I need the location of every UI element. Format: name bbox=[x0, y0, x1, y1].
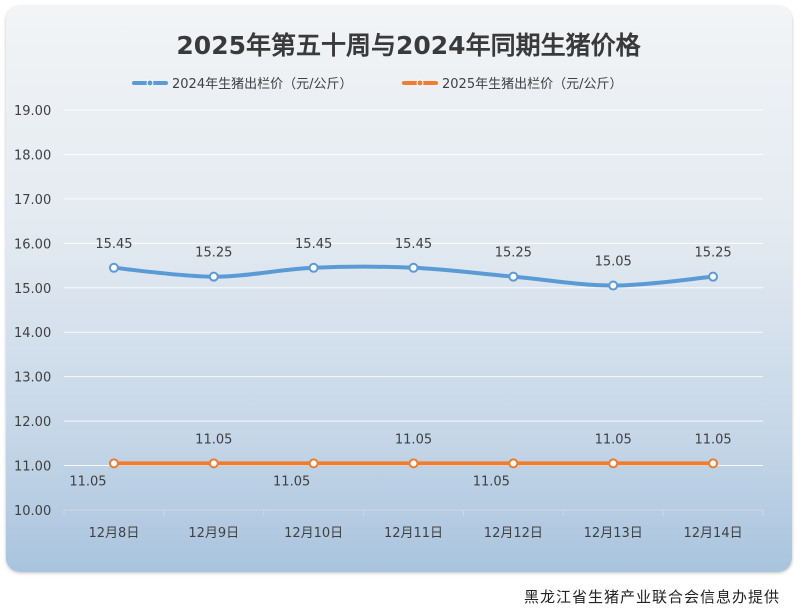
data-label: 15.25 bbox=[694, 246, 731, 261]
chart-card: 2025年第五十周与2024年同期生猪价格 10.00 11.00 12.00 13.0… bbox=[6, 6, 792, 572]
data-point bbox=[608, 280, 619, 291]
data-label: 15.45 bbox=[295, 237, 332, 252]
data-point bbox=[508, 458, 519, 469]
x-tick-label: 12月9日 bbox=[188, 526, 239, 541]
data-label: 15.25 bbox=[495, 246, 532, 261]
data-label: 11.05 bbox=[694, 432, 731, 447]
y-tick-label: 10.00 bbox=[14, 504, 51, 519]
x-tick-label: 12月14日 bbox=[684, 526, 743, 541]
source-note: 黑龙江省生猪产业联合会信息办提供 bbox=[523, 588, 780, 606]
y-tick-label: 15.00 bbox=[14, 282, 51, 297]
x-tick-label: 12月11日 bbox=[384, 526, 443, 541]
data-point bbox=[608, 458, 619, 469]
data-point bbox=[208, 458, 219, 469]
data-point bbox=[408, 262, 419, 273]
data-point bbox=[408, 458, 419, 469]
data-point bbox=[708, 271, 719, 282]
data-label: 15.45 bbox=[395, 237, 432, 252]
data-point bbox=[108, 458, 119, 469]
data-label: 15.05 bbox=[595, 255, 632, 270]
x-tick-label: 12月13日 bbox=[584, 526, 643, 541]
legend-label: 2025年生猪出栏价（元/公斤） bbox=[442, 77, 622, 92]
y-tick-label: 16.00 bbox=[14, 237, 51, 252]
data-point bbox=[708, 458, 719, 469]
x-tick-label: 12月10日 bbox=[284, 526, 343, 541]
y-tick-label: 17.00 bbox=[14, 193, 51, 208]
data-label: 11.05 bbox=[273, 474, 310, 489]
data-point bbox=[508, 271, 519, 282]
data-label: 15.45 bbox=[95, 237, 132, 252]
y-tick-label: 18.00 bbox=[14, 148, 51, 163]
chart-title: 2025年第五十周与2024年同期生猪价格 bbox=[176, 31, 641, 60]
y-tick-label: 19.00 bbox=[14, 104, 51, 119]
data-label: 11.05 bbox=[595, 432, 632, 447]
data-label: 11.05 bbox=[195, 432, 232, 447]
data-point bbox=[108, 262, 119, 273]
data-point bbox=[308, 458, 319, 469]
legend-label: 2024年生猪出栏价（元/公斤） bbox=[172, 77, 352, 92]
data-point bbox=[208, 271, 219, 282]
y-tick-label: 12.00 bbox=[14, 415, 51, 430]
legend-marker bbox=[146, 79, 154, 87]
data-point bbox=[308, 262, 319, 273]
data-label: 11.05 bbox=[395, 432, 432, 447]
data-label: 11.05 bbox=[69, 474, 106, 489]
line-chart: 2025年第五十周与2024年同期生猪价格 10.00 11.00 12.00 13.0… bbox=[14, 31, 764, 541]
y-tick-label: 13.00 bbox=[14, 371, 51, 386]
legend-marker bbox=[416, 79, 424, 87]
x-tick-label: 12月8日 bbox=[89, 526, 140, 541]
y-tick-label: 14.00 bbox=[14, 326, 51, 341]
data-label: 11.05 bbox=[473, 474, 510, 489]
data-label: 15.25 bbox=[195, 246, 232, 261]
y-tick-label: 11.00 bbox=[14, 460, 51, 475]
x-tick-label: 12月12日 bbox=[484, 526, 543, 541]
